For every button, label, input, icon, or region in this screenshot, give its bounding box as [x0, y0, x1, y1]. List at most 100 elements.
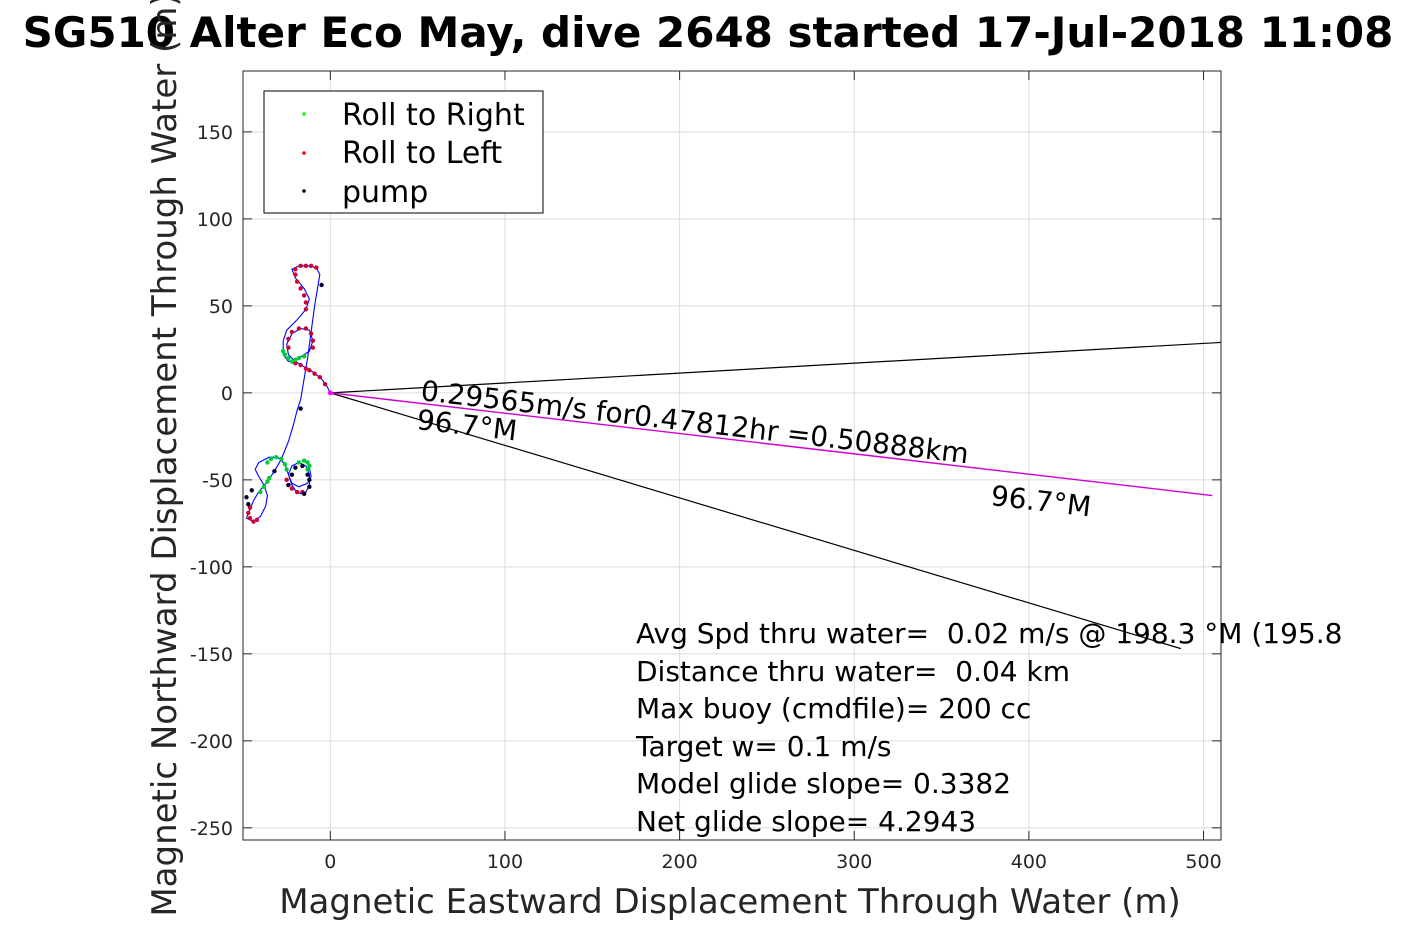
y-tick-label: -50: [202, 470, 233, 492]
roll-right-point: [284, 467, 289, 472]
roll-left-point: [294, 279, 300, 284]
roll-left-point: [286, 336, 291, 342]
roll-right-point: [289, 359, 295, 364]
stat-distance: Distance thru water= 0.04 km: [636, 655, 1070, 688]
roll-right-point: [282, 352, 288, 357]
stat-max-buoy: Max buoy (cmdfile)= 200 cc: [636, 692, 1031, 725]
y-tick-label: 0: [221, 383, 233, 405]
stat-avg-speed: Avg Spd thru water= 0.02 m/s @ 198.3 °M …: [636, 617, 1342, 650]
y-tick-label: -150: [190, 644, 233, 666]
roll-left-point: [301, 293, 307, 298]
roll-left-point: [312, 371, 317, 376]
roll-right-point: [266, 475, 272, 481]
roll-left-point: [293, 272, 298, 277]
roll-left-point: [247, 515, 253, 521]
roll-right-point: [305, 467, 310, 472]
roll-left-point: [314, 265, 319, 270]
chart-title: SG510 Alter Eco May, dive 2648 started 1…: [23, 8, 1394, 57]
roll-left-point: [246, 510, 251, 516]
pump-point: [319, 282, 324, 288]
dive-stats: Avg Spd thru water= 0.02 m/s @ 198.3 °M …: [635, 617, 1342, 838]
roll-left-point: [247, 505, 253, 510]
x-tick-label: 500: [1185, 851, 1221, 873]
roll-right-point: [261, 484, 267, 490]
roll-left-point: [308, 331, 314, 336]
roll-left-point: [317, 375, 323, 380]
x-tick-label: 100: [487, 851, 523, 873]
roll-left-point: [303, 326, 309, 331]
roll-right-point: [301, 354, 307, 359]
pump-point: [307, 484, 312, 490]
roll-right-point: [258, 489, 263, 495]
pump-point: [298, 406, 303, 411]
roll-left-point: [286, 345, 291, 350]
x-axis-label: Magnetic Eastward Displacement Through W…: [279, 882, 1181, 922]
pump-point: [305, 472, 310, 477]
roll-right-point: [305, 460, 310, 465]
roll-left-point: [303, 366, 309, 371]
fan-line: [330, 392, 1182, 650]
roll-right-point: [280, 348, 286, 354]
y-tick-label: -100: [190, 557, 233, 579]
roll-left-point: [310, 338, 316, 343]
plot-frame: [242, 70, 1222, 841]
roll-right-point: [307, 463, 312, 469]
roll-left-point: [254, 517, 260, 523]
current-vector-line: [330, 392, 1213, 497]
legend-marker-roll-right: [302, 112, 306, 116]
stat-target-w: Target w= 0.1 m/s: [635, 730, 892, 763]
roll-left-point: [284, 477, 289, 483]
pump-point: [300, 463, 305, 469]
legend-marker-pump: [302, 189, 306, 193]
x-tick-label: 400: [1011, 851, 1047, 873]
axis-ticks: 0 100 200 300 400 500150100500-50-100-150-200…: [190, 71, 1222, 873]
pump-point: [272, 468, 277, 474]
y-tick-label: 100: [197, 209, 233, 231]
roll-left-point: [298, 362, 303, 368]
roll-left-point: [296, 326, 302, 331]
y-axis-label: Magnetic Northward Displacement Through …: [145, 0, 185, 917]
roll-left-point: [308, 263, 314, 269]
pump-point: [246, 502, 251, 507]
pump-point: [301, 491, 307, 496]
roll-left-point: [298, 263, 303, 269]
roll-left-point: [310, 345, 316, 350]
x-tick-label: 300: [836, 851, 872, 873]
roll-right-point: [265, 479, 270, 484]
stat-net-glide-slope: Net glide slope= 4.2943: [636, 805, 976, 838]
roll-left-point: [303, 307, 309, 312]
y-tick-label: 150: [197, 122, 233, 144]
roll-left-point: [298, 286, 303, 291]
roll-right-point: [282, 461, 288, 467]
pump-point: [249, 488, 254, 493]
x-tick-label: 0: [324, 851, 336, 873]
roll-left-point: [307, 368, 312, 373]
legend-label-roll-left: Roll to Left: [342, 136, 502, 171]
roll-left-point: [303, 263, 309, 269]
roll-left-point: [289, 329, 295, 335]
roll-left-point: [293, 267, 298, 272]
x-tick-label: 200: [661, 851, 697, 873]
roll-right-point: [273, 455, 279, 460]
roll-pump-markers: [244, 263, 333, 524]
roll-right-point: [268, 456, 274, 462]
roll-right-point: [293, 357, 298, 363]
legend-marker-roll-left: [302, 151, 306, 155]
roll-right-point: [296, 460, 302, 465]
pump-point: [307, 477, 312, 483]
roll-right-point: [265, 460, 270, 465]
roll-left-point: [251, 519, 256, 524]
pump-point: [293, 465, 298, 470]
pump-point: [244, 495, 249, 500]
roll-right-point: [301, 458, 307, 463]
roll-left-point: [294, 489, 300, 495]
roll-left-point: [303, 300, 309, 305]
fan-line: [330, 341, 1222, 394]
pump-point: [289, 472, 295, 477]
fan-lines: [330, 341, 1222, 650]
y-tick-label: -200: [190, 731, 233, 753]
legend: Roll to Right Roll to Left pump: [263, 90, 544, 214]
y-tick-label: -250: [190, 818, 233, 840]
current-heading-label-far: 96.7°M: [989, 479, 1093, 523]
